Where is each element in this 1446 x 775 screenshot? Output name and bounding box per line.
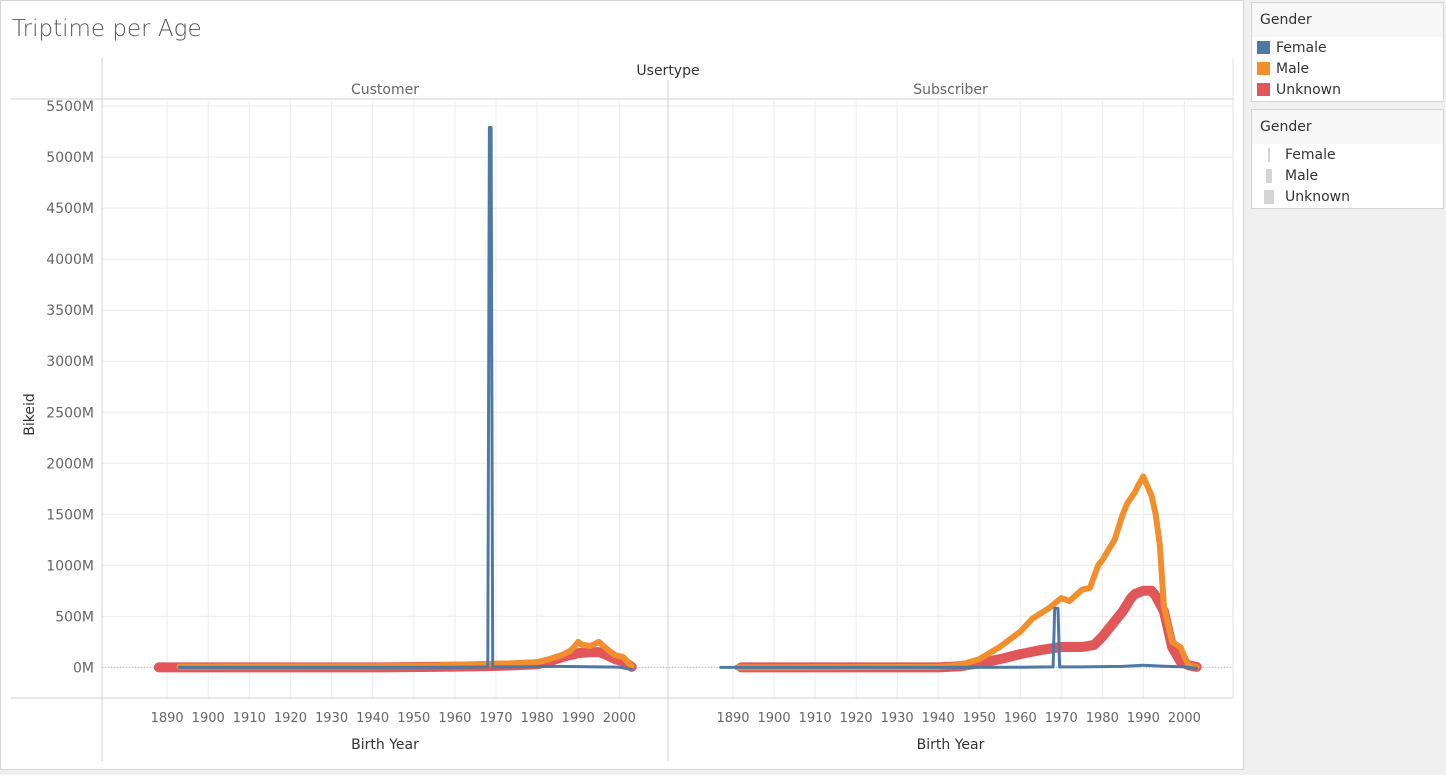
chart-plot: 1890 1900 1910 1920 1930 1940 1950 1960 1970 1980… bbox=[11, 58, 1234, 761]
y-tick-label: 4500M bbox=[46, 201, 94, 217]
legend-item-unknown[interactable]: Unknown bbox=[1252, 79, 1443, 100]
size-legend-label-unknown: Unknown bbox=[1285, 188, 1350, 205]
legend-label-female: Female bbox=[1276, 39, 1327, 56]
x-axis-title: Birth Year bbox=[351, 737, 419, 753]
y-tick-label: 0M bbox=[73, 660, 94, 676]
legend-swatch-male bbox=[1257, 62, 1270, 75]
x-tick-label: 2000 bbox=[1168, 711, 1201, 726]
x-tick-label: 1970 bbox=[1045, 711, 1078, 726]
y-axis-title: Bikeid bbox=[22, 393, 38, 436]
x-tick-label: 1890 bbox=[716, 711, 749, 726]
x-tick-label: 1970 bbox=[479, 711, 512, 726]
y-tick-label: 4000M bbox=[46, 252, 94, 268]
x-tick-label: 1910 bbox=[799, 711, 832, 726]
y-tick-label: 2500M bbox=[46, 405, 94, 421]
x-tick-label: 1940 bbox=[356, 711, 389, 726]
x-tick-label: 1920 bbox=[274, 711, 307, 726]
y-tick-label: 5500M bbox=[46, 99, 94, 115]
series-line-subscriber-male bbox=[734, 473, 1200, 671]
x-tick-label: 1980 bbox=[521, 711, 554, 726]
series-line-subscriber-female bbox=[719, 606, 1199, 670]
x-tick-label: 1890 bbox=[151, 711, 184, 726]
dashboard-sheet: Triptime per Age 1890 1900 1910 1920 1930 194… bbox=[0, 0, 1244, 770]
panel-header-customer: Customer bbox=[351, 82, 419, 98]
chart-title: Triptime per Age bbox=[12, 16, 202, 42]
x-tick-label: 1960 bbox=[1004, 711, 1037, 726]
y-tick-label: 2000M bbox=[46, 456, 94, 472]
y-tick-label: 5000M bbox=[46, 150, 94, 166]
size-swatch-unknown bbox=[1264, 189, 1274, 204]
series-line-customer-male bbox=[176, 638, 635, 670]
x-tick-label: 1910 bbox=[233, 711, 266, 726]
x-tick-label: 1940 bbox=[922, 711, 955, 726]
column-header: Usertype bbox=[636, 63, 699, 79]
x-tick-label: 2000 bbox=[603, 711, 636, 726]
color-legend: Gender Female Male Unknown bbox=[1251, 2, 1444, 102]
size-swatch-female bbox=[1268, 147, 1270, 162]
legend-item-female[interactable]: Female bbox=[1252, 37, 1443, 58]
legend-label-unknown: Unknown bbox=[1276, 81, 1341, 98]
legend-swatch-unknown bbox=[1257, 83, 1270, 96]
x-tick-label: 1900 bbox=[192, 711, 225, 726]
y-tick-label: 3000M bbox=[46, 354, 94, 370]
size-legend-title: Gender bbox=[1252, 110, 1443, 144]
x-tick-label: 1920 bbox=[840, 711, 873, 726]
legend-label-male: Male bbox=[1276, 60, 1310, 77]
y-tick-label: 1500M bbox=[46, 507, 94, 523]
color-legend-title: Gender bbox=[1252, 3, 1443, 37]
y-tick-label: 3500M bbox=[46, 303, 94, 319]
x-tick-label: 1900 bbox=[758, 711, 791, 726]
x-tick-label: 1960 bbox=[438, 711, 471, 726]
size-legend: Gender Female Male Unknown bbox=[1251, 109, 1444, 209]
legend-swatch-female bbox=[1257, 41, 1270, 54]
panel-header-subscriber: Subscriber bbox=[913, 82, 988, 98]
x-axis-title: Birth Year bbox=[917, 737, 985, 753]
size-swatch-male bbox=[1266, 168, 1272, 183]
y-tick-label: 500M bbox=[55, 609, 94, 625]
size-legend-label-female: Female bbox=[1285, 146, 1336, 163]
x-tick-label: 1930 bbox=[315, 711, 348, 726]
series-line-subscriber-unknown bbox=[736, 585, 1202, 673]
x-tick-label: 1950 bbox=[963, 711, 996, 726]
y-tick-label: 1000M bbox=[46, 558, 94, 574]
size-legend-item-unknown[interactable]: Unknown bbox=[1252, 186, 1443, 207]
series-line-customer-female bbox=[177, 126, 634, 671]
size-legend-label-male: Male bbox=[1285, 167, 1319, 184]
size-legend-item-female[interactable]: Female bbox=[1252, 144, 1443, 165]
x-tick-label: 1980 bbox=[1086, 711, 1119, 726]
legend-item-male[interactable]: Male bbox=[1252, 58, 1443, 79]
x-tick-label: 1990 bbox=[1127, 711, 1160, 726]
x-tick-label: 1950 bbox=[397, 711, 430, 726]
x-tick-label: 1930 bbox=[881, 711, 914, 726]
x-tick-label: 1990 bbox=[562, 711, 595, 726]
size-legend-item-male[interactable]: Male bbox=[1252, 165, 1443, 186]
